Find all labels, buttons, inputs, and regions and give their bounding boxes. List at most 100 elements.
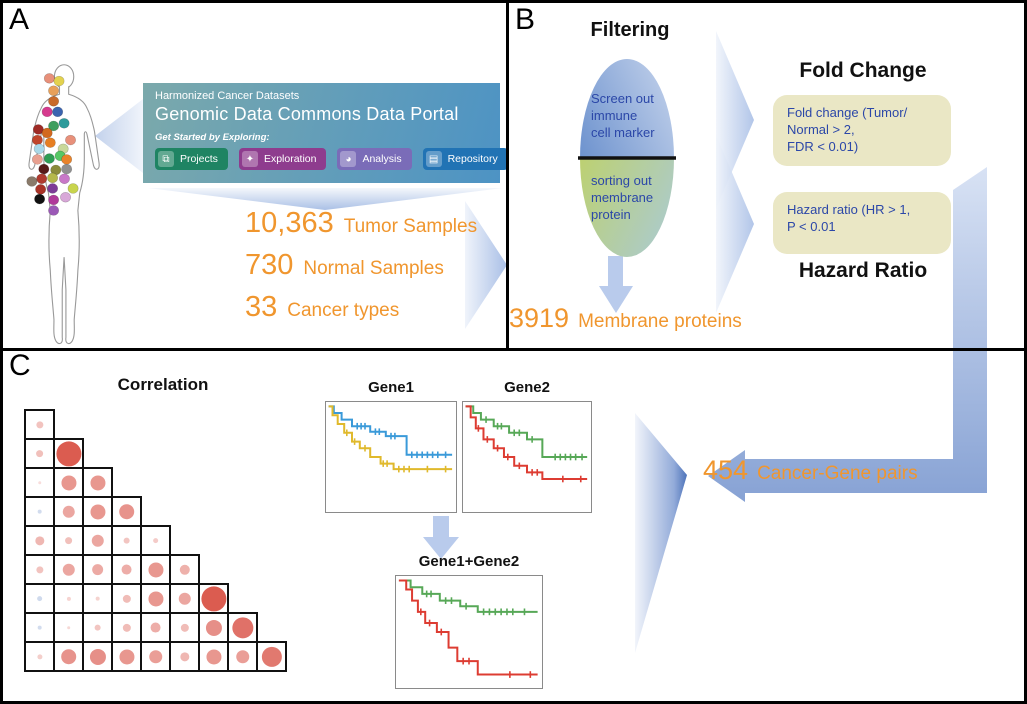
km-curve-low xyxy=(399,580,538,674)
stat-value: 10,363 xyxy=(245,207,334,239)
hazard-ratio-heading: Hazard Ratio xyxy=(798,259,928,282)
cancer-type-dot xyxy=(34,193,46,205)
km-title-gene1: Gene1 xyxy=(368,379,414,396)
stat-value: 730 xyxy=(245,249,294,281)
correlation-cell xyxy=(53,438,84,469)
cancer-type-dot xyxy=(48,120,60,132)
human-body-figure xyxy=(19,59,111,354)
correlation-cell xyxy=(227,641,258,672)
correlation-bubble xyxy=(179,651,190,662)
correlation-bubble xyxy=(36,595,43,602)
cancer-type-dot xyxy=(48,85,60,96)
cancer-type-dot xyxy=(31,154,43,165)
fold-change-heading: Fold Change xyxy=(799,59,927,82)
cancer-type-dot xyxy=(43,153,55,164)
portal-kicker: Harmonized Cancer Datasets xyxy=(155,90,300,102)
km-curve-high xyxy=(466,406,588,457)
correlation-bubble xyxy=(89,474,106,491)
correlation-bubble xyxy=(60,474,77,491)
cancer-type-dot xyxy=(59,173,70,184)
correlation-bubble xyxy=(37,509,42,514)
correlation-bubble xyxy=(180,623,189,632)
correlation-cell xyxy=(53,583,84,614)
correlation-bubble xyxy=(118,648,135,665)
panel-c-label: C xyxy=(9,349,31,382)
correlation-cell xyxy=(82,525,113,556)
correlation-cell xyxy=(82,467,113,498)
portal-button-exploration[interactable]: ✦ Exploration xyxy=(238,148,327,170)
correlation-cell xyxy=(24,641,55,672)
cancer-type-dot xyxy=(61,163,73,175)
stat-row: 33 Cancer types xyxy=(245,291,477,324)
cancer-type-dot xyxy=(44,137,56,148)
correlation-bubble xyxy=(89,503,106,520)
correlation-bubble xyxy=(62,563,75,576)
correlation-bubble xyxy=(64,536,73,545)
repository-icon: ▤ xyxy=(425,151,442,167)
correlation-cell xyxy=(111,641,142,672)
portal-button-projects[interactable]: ⧉ Projects xyxy=(155,148,228,170)
projects-icon: ⧉ xyxy=(158,151,174,167)
correlation-bubble xyxy=(35,449,44,458)
correlation-cell xyxy=(82,641,113,672)
cancer-type-dot xyxy=(53,75,65,87)
correlation-cell xyxy=(24,525,55,556)
correlation-cell xyxy=(24,612,55,643)
correlation-cell xyxy=(227,612,258,643)
km-plot-gene2 xyxy=(462,401,592,513)
correlation-cell xyxy=(53,612,84,643)
correlation-bubble xyxy=(118,503,135,520)
portal-button-label: Projects xyxy=(180,153,218,165)
cancer-type-dot xyxy=(26,176,38,187)
correlation-bubble xyxy=(66,625,71,630)
correlation-cell xyxy=(111,525,142,556)
portal-title: Genomic Data Commons Data Portal xyxy=(155,104,459,124)
cancer-gene-pairs-count: 454 xyxy=(703,455,749,485)
correlation-cell xyxy=(256,641,287,672)
cancer-type-dot xyxy=(65,134,76,146)
cancer-type-dot xyxy=(48,205,60,216)
km-title-gene2: Gene2 xyxy=(504,379,550,396)
cancer-type-dot xyxy=(48,96,60,107)
correlation-bubble xyxy=(60,648,77,665)
correlation-cell xyxy=(82,612,113,643)
correlation-cell xyxy=(169,583,200,614)
portal-button-repository[interactable]: ▤ Repository xyxy=(422,148,508,170)
km-curve-low xyxy=(466,406,588,479)
cancer-type-dot xyxy=(47,172,59,184)
km-title-gene1-gene2: Gene1+Gene2 xyxy=(418,553,520,570)
divider-a-b xyxy=(506,3,509,351)
correlation-cell xyxy=(53,554,84,585)
correlation-cell xyxy=(53,525,84,556)
correlation-bubble xyxy=(148,649,163,664)
correlation-bubble xyxy=(95,596,100,601)
stat-label: Tumor Samples xyxy=(343,216,478,237)
filter-top-half xyxy=(580,59,674,158)
correlation-bubble xyxy=(123,537,130,544)
cancer-type-dot xyxy=(47,183,59,194)
correlation-cell xyxy=(111,496,142,527)
correlation-bubble xyxy=(178,592,191,605)
cancer-type-dot xyxy=(35,184,47,195)
portal-button-analysis[interactable]: ◕ Analysis xyxy=(337,148,412,170)
correlation-cell xyxy=(198,641,229,672)
correlation-bubble xyxy=(147,590,164,607)
gdc-portal-banner: Harmonized Cancer Datasets Genomic Data … xyxy=(143,83,508,183)
cancer-type-dot xyxy=(43,73,55,84)
correlation-cell xyxy=(140,612,171,643)
correlation-cell xyxy=(53,496,84,527)
cancer-gene-pairs-label: Cancer-Gene pairs xyxy=(757,463,918,484)
filter-funnel xyxy=(578,59,676,257)
correlation-bubble xyxy=(55,440,82,467)
cancer-gene-pairs-result: 454 Cancer-Gene pairs xyxy=(703,455,918,486)
km-plot-gene1 xyxy=(325,401,457,513)
correlation-bubble xyxy=(147,561,164,578)
correlation-bubble xyxy=(205,648,222,665)
correlation-bubble xyxy=(235,649,250,664)
correlation-bubble xyxy=(200,585,227,612)
correlation-cell xyxy=(111,612,142,643)
correlation-cell xyxy=(140,583,171,614)
cancer-type-dot xyxy=(33,143,45,155)
correlation-cell xyxy=(53,641,84,672)
cancer-type-dots xyxy=(26,73,79,216)
